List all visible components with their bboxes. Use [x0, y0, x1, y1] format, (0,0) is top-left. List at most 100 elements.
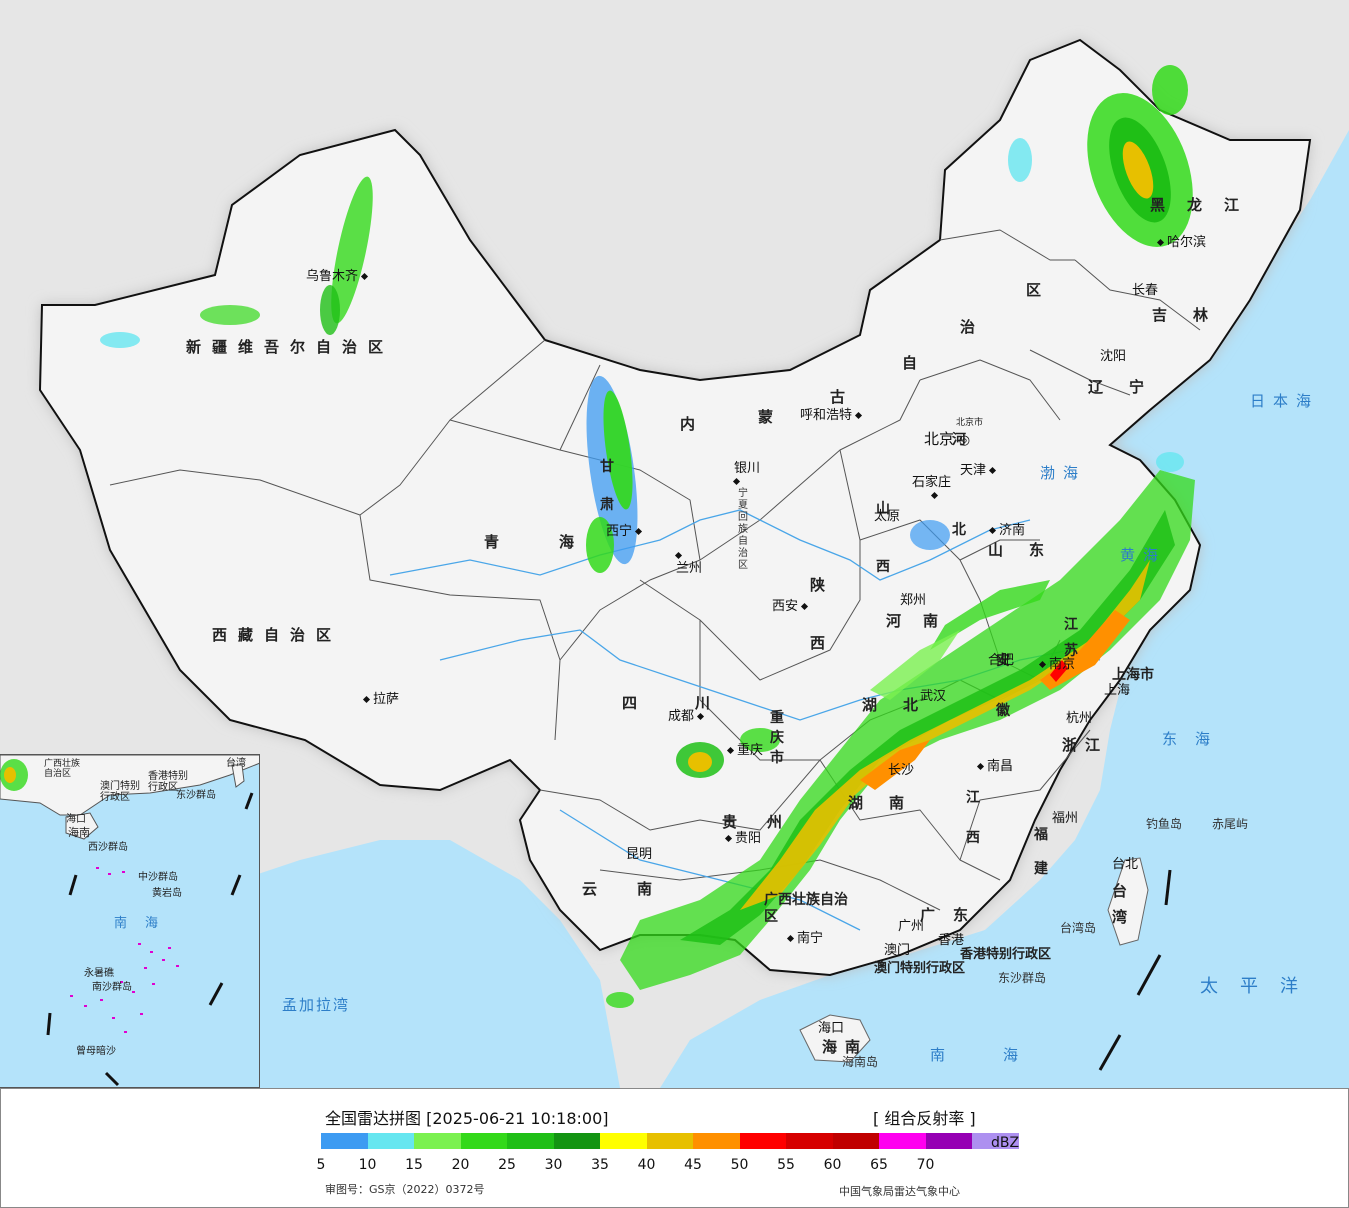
color-bar — [321, 1133, 1019, 1149]
sea-south-china: 南海 — [930, 1046, 1077, 1064]
city-jinan: 济南 — [988, 524, 1025, 537]
city-xian: 西安 — [772, 600, 811, 613]
province-sichuan: 四川 — [622, 694, 769, 712]
color-swatch-10 — [786, 1133, 833, 1149]
province-liaoning: 辽宁 — [1088, 378, 1171, 396]
sea-yellow: 黄海 — [1120, 546, 1167, 564]
inset-label-hongkong: 香港特别行政区 — [148, 771, 188, 793]
inner-mongolia-char-4: 自 — [902, 354, 929, 372]
city-fuzhou: 福州 — [1052, 811, 1079, 826]
city-zhengzhou: 郑州 — [900, 593, 927, 608]
color-swatch-1 — [367, 1133, 414, 1149]
sea-east: 东海 — [1162, 730, 1229, 748]
province-qinghai: 青海 — [484, 533, 635, 551]
color-swatch-2 — [414, 1133, 461, 1149]
inset-label-xisha: 西沙群岛 — [88, 842, 128, 853]
tick-label: 60 — [823, 1157, 842, 1173]
color-swatch-6 — [600, 1133, 647, 1149]
city-macau: 澳门 — [884, 943, 911, 958]
inset-label-dongsha: 东沙群岛 — [176, 790, 216, 801]
province-hunan: 湖南 — [848, 794, 931, 812]
city-lhasa: 拉萨 — [362, 693, 399, 706]
tick-label: 45 — [684, 1157, 702, 1173]
city-lanzhou: 兰州 — [674, 549, 702, 575]
city-nanchang: 南昌 — [976, 760, 1013, 773]
unit-label: dBZ — [991, 1135, 1020, 1151]
color-swatch-14 — [972, 1133, 1019, 1149]
city-beijing: 北京 ◎ — [924, 430, 971, 448]
city-hohhot: 呼和浩特 — [800, 409, 865, 422]
province-heilongjiang: 黑龙江 — [1150, 196, 1262, 214]
city-changsha: 长沙 — [888, 763, 915, 778]
sea-bohai: 渤海 — [1040, 464, 1087, 482]
city-shijiazhuang: 石家庄 — [912, 476, 951, 502]
color-swatch-12 — [879, 1133, 926, 1149]
island-chiwei: 赤尾屿 — [1212, 817, 1249, 831]
tick-label: 65 — [870, 1157, 888, 1173]
tick-label: 70 — [916, 1157, 935, 1173]
city-nanjing: 南京 — [1038, 658, 1075, 671]
city-haikou: 海口 — [818, 1021, 845, 1036]
map-canvas — [38, 0, 1349, 1088]
sea-japan: 日本海 — [1250, 392, 1320, 410]
province-hainan: 海南 — [822, 1038, 869, 1056]
city-chongqing: 重庆 — [726, 744, 763, 757]
city-taiyuan: 太原 — [874, 509, 901, 524]
city-wuhan: 武汉 — [920, 689, 947, 704]
color-swatch-5 — [553, 1133, 600, 1149]
inner-mongolia-char-5: 治 — [960, 318, 987, 336]
island-diaoyu: 钓鱼岛 — [1146, 817, 1183, 831]
city-chengdu: 成都 — [668, 710, 707, 723]
island-taiwan: 台湾岛 — [1060, 921, 1097, 935]
radar-map: 新疆维吾尔自治区 西藏自治区 青海 四川 云南 贵州 黑龙江 吉林 辽宁 河北 … — [0, 0, 1349, 1088]
color-swatch-9 — [739, 1133, 786, 1149]
color-swatch-8 — [693, 1133, 740, 1149]
inner-mongolia-char-1: 内 — [680, 415, 707, 433]
sea-pacific: 太平洋 — [1200, 976, 1320, 997]
city-kunming: 昆明 — [626, 847, 653, 862]
province-guizhou: 贵州 — [722, 813, 813, 831]
inset-label-nansha: 南沙群岛 — [92, 982, 132, 993]
inset-label-hainan: 海南 — [68, 826, 90, 839]
hainan-island — [799, 1014, 871, 1063]
inset-label-macau: 澳门特别行政区 — [100, 781, 140, 803]
radar-echo-northeast — [1087, 65, 1193, 247]
inset-map — [0, 755, 259, 1087]
province-guangxi: 广西壮族自治区 — [764, 892, 848, 925]
color-swatch-13 — [925, 1133, 972, 1149]
inner-mongolia-char-3: 古 — [830, 388, 857, 406]
inset-label-zhongsha: 中沙群岛 — [138, 872, 178, 883]
color-swatch-3 — [460, 1133, 507, 1149]
province-jiangxi: 江西 — [966, 790, 980, 846]
legend-title: 全国雷达拼图 [2025-06-21 10:18:00] — [325, 1109, 609, 1128]
color-swatch-4 — [507, 1133, 554, 1149]
tick-label: 55 — [777, 1157, 795, 1173]
maritime-boundary-marks — [1098, 869, 1172, 1071]
city-tianjin: 天津 — [960, 464, 999, 477]
bay-of-bengal — [180, 840, 620, 1088]
taiwan-island — [1107, 857, 1149, 946]
product-type: [ 组合反射率 ] — [873, 1109, 976, 1128]
inset-label-huangyan: 黄岩岛 — [152, 888, 182, 899]
province-tibet: 西藏自治区 — [212, 626, 343, 644]
city-beijing-municipality: 北京市 — [956, 418, 984, 428]
province-fujian: 福建 — [1034, 827, 1048, 877]
city-xining: 西宁 — [606, 525, 645, 538]
radar-echo-gansu — [586, 375, 638, 573]
inner-mongolia-char-2: 蒙 — [758, 408, 785, 426]
province-zhejiang: 浙江 — [1062, 736, 1109, 754]
city-hefei: 合肥 — [988, 653, 1015, 668]
province-shaanxi: 陕西 — [810, 576, 826, 652]
approval-number: 审图号：GS京（2022）0372号 — [325, 1183, 485, 1196]
sar-macau: 澳门特别行政区 — [874, 961, 966, 976]
city-hongkong: 香港 — [938, 933, 965, 948]
radar-echo-xinjiang — [100, 138, 1032, 348]
tick-label: 40 — [637, 1157, 656, 1173]
tick-label: 30 — [544, 1157, 563, 1173]
island-hainan: 海南岛 — [842, 1055, 879, 1069]
province-shanxi: 山西 — [876, 501, 890, 575]
tick-label: 25 — [498, 1157, 516, 1173]
province-anhui: 安徽 — [996, 653, 1010, 719]
province-shandong: 山东 — [988, 541, 1071, 559]
inset-label-taiwan: 台湾 — [226, 758, 246, 769]
